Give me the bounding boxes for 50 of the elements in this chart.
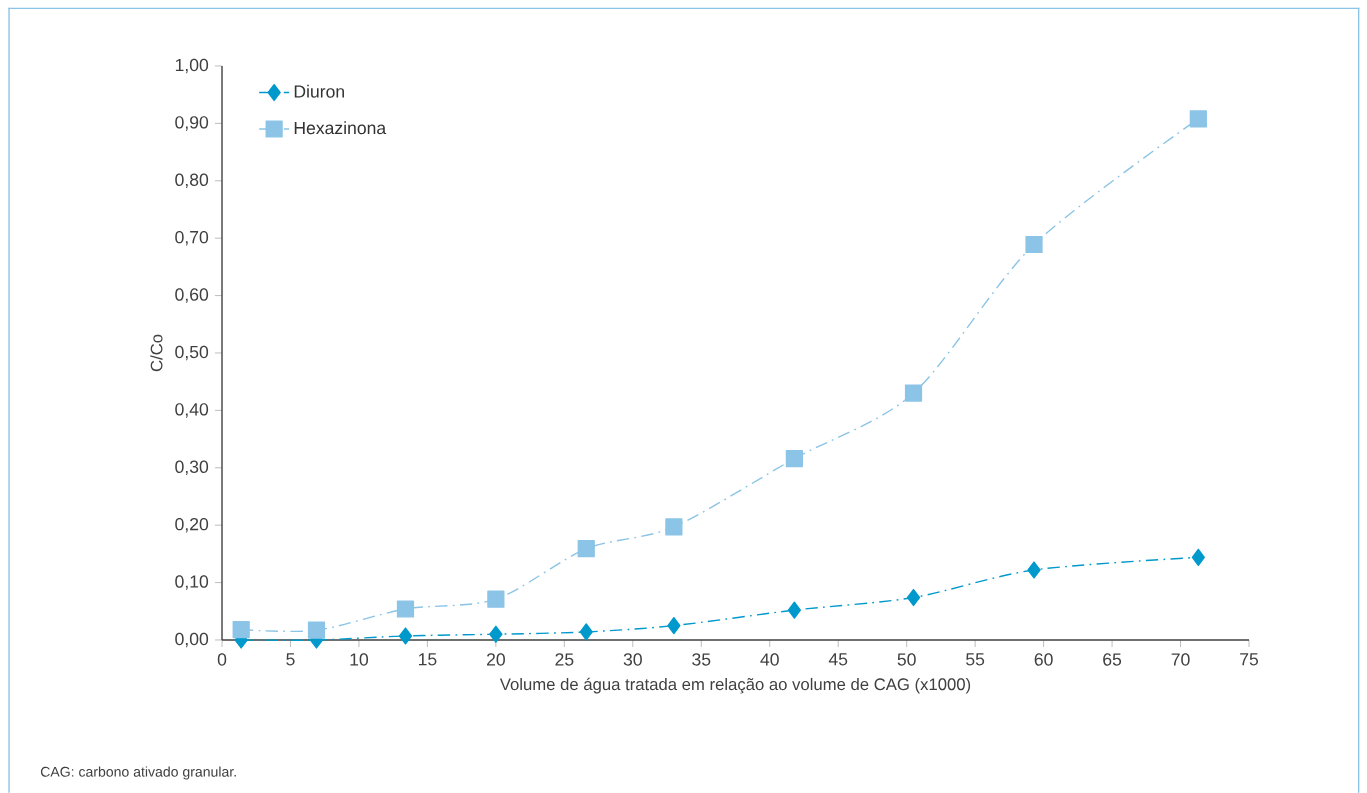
point: [307, 621, 326, 639]
point: [398, 627, 413, 645]
point: [785, 449, 803, 468]
point: [1027, 561, 1041, 579]
y-tick-label: 0,20: [175, 517, 209, 533]
point: [665, 518, 683, 536]
point: [487, 590, 505, 608]
point: [1191, 548, 1205, 566]
point: [904, 384, 923, 402]
legend-label: Hexazinona: [294, 121, 387, 135]
x-tick-label: 60: [1034, 653, 1053, 666]
y-tick-label: 0,10: [175, 575, 209, 590]
x-tick-label: 5: [286, 653, 295, 666]
legend-label: Diuron: [294, 84, 344, 98]
y-tick-label: 0,40: [175, 403, 209, 418]
y-tick-label: 0,50: [175, 345, 209, 361]
point: [489, 625, 503, 643]
x-tick-label: 70: [1171, 653, 1190, 666]
point: [579, 623, 593, 641]
y-axis-title: C/Co: [150, 334, 163, 372]
x-tick-label: 0: [217, 653, 227, 666]
y-tick-label: 1,00: [175, 58, 209, 74]
y-tick-label: 0,90: [175, 116, 209, 131]
x-tick-label: 20: [486, 653, 505, 666]
x-tick-label: 25: [555, 653, 574, 666]
x-tick-label: 35: [692, 653, 711, 666]
x-tick-label: 65: [1103, 653, 1122, 666]
point: [232, 621, 250, 639]
point: [577, 540, 595, 558]
x-tick-label: 10: [350, 653, 369, 666]
y-tick-label: 0,60: [175, 288, 209, 303]
x-tick-label: 15: [418, 653, 437, 666]
x-tick-label: 75: [1240, 653, 1259, 666]
y-tick-label: 0,70: [175, 230, 209, 246]
x-tick-label: 45: [828, 653, 848, 666]
x-tick-label: 50: [897, 653, 916, 666]
point: [787, 601, 802, 619]
x-axis-title: Volume de água tratada em relação ao volume de CAG (x1000): [499, 677, 971, 694]
x-tick-label: 30: [623, 653, 642, 666]
x-tick-label: 55: [966, 653, 985, 666]
point: [667, 617, 681, 635]
y-tick-label: 0,00: [175, 632, 209, 648]
point: [1189, 110, 1207, 128]
y-tick-label: 0,30: [175, 460, 209, 476]
point: [396, 600, 415, 618]
y-tick-label: 0,80: [175, 173, 209, 189]
point: [906, 588, 921, 607]
point: [1025, 235, 1043, 254]
text: CAG: carbono ativado granular.: [40, 766, 236, 780]
x-tick-label: 40: [760, 653, 779, 666]
